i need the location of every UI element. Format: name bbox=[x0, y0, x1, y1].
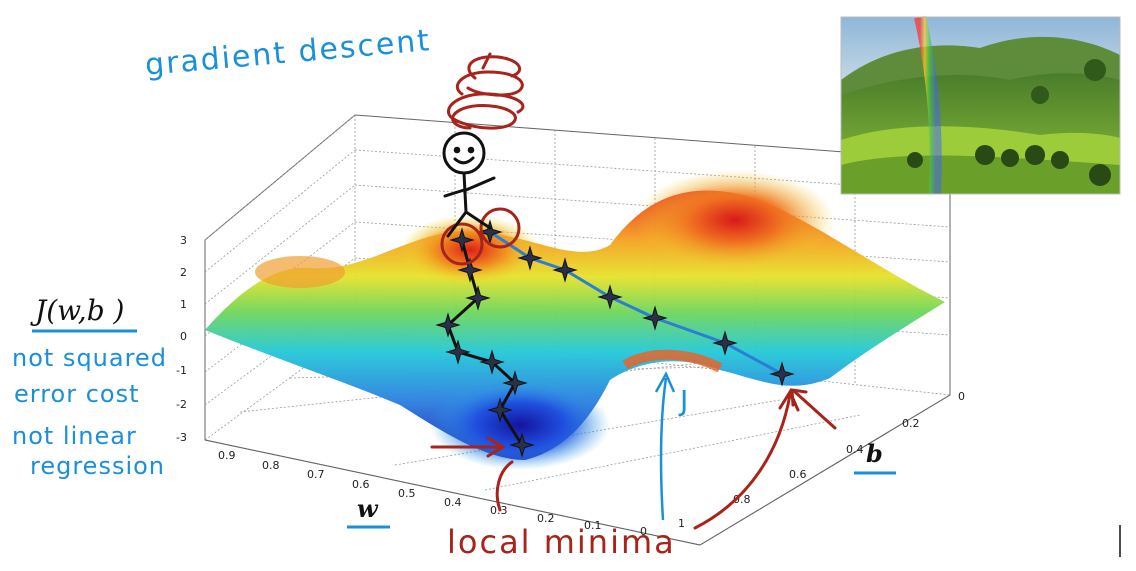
w-tick: 0.4 bbox=[444, 496, 462, 509]
w-tick: 0.6 bbox=[352, 478, 370, 491]
b-tick: 0.2 bbox=[902, 417, 920, 430]
w-tick: 0.7 bbox=[307, 468, 325, 481]
w-tick: 0.1 bbox=[584, 519, 602, 532]
b-tick: 0.4 bbox=[846, 443, 864, 456]
w-tick: 0.2 bbox=[537, 512, 555, 525]
b-axis-ticks: 0 0.2 0.4 0.6 0.8 1 bbox=[678, 390, 965, 530]
z-tick: -1 bbox=[176, 364, 187, 377]
step-star-marker bbox=[502, 370, 528, 396]
step-star-marker bbox=[597, 284, 623, 310]
b-axis-label: b bbox=[866, 439, 883, 468]
step-star-marker bbox=[465, 285, 491, 311]
note-not-squared: not squared bbox=[12, 344, 167, 372]
z-tick: -3 bbox=[176, 431, 187, 444]
b-tick: 1 bbox=[678, 517, 685, 530]
w-axis-label: w bbox=[357, 494, 379, 523]
step-star-marker bbox=[457, 257, 483, 283]
step-star-marker bbox=[712, 330, 738, 356]
j-label: J bbox=[678, 384, 688, 417]
step-star-marker bbox=[552, 257, 578, 283]
cost-function-label: J(w,b ) bbox=[30, 294, 124, 327]
w-axis-ticks: 0.9 0.8 0.7 0.6 0.5 0.4 0.3 0.2 0.1 0 bbox=[218, 449, 647, 538]
stick-figure-icon bbox=[442, 131, 496, 238]
w-tick: 0.8 bbox=[262, 459, 280, 472]
title-gradient-descent: gradient descent bbox=[144, 23, 433, 83]
cost-surface bbox=[205, 170, 945, 470]
b-tick: 0 bbox=[958, 390, 965, 403]
z-tick: -2 bbox=[176, 398, 187, 411]
step-star-marker bbox=[517, 245, 543, 271]
note-not-linear: not linear bbox=[12, 422, 137, 450]
step-star-marker bbox=[509, 432, 535, 458]
step-markers bbox=[435, 219, 795, 458]
step-star-marker bbox=[642, 305, 668, 331]
local-minima-arrows bbox=[430, 388, 837, 530]
z-tick: 1 bbox=[180, 298, 187, 311]
start-circle-left bbox=[440, 222, 484, 266]
step-star-marker bbox=[435, 312, 461, 338]
w-tick: 0 bbox=[640, 525, 647, 538]
z-axis-ticks: 3 2 1 0 -1 -2 -3 bbox=[176, 234, 187, 444]
step-star-marker bbox=[449, 227, 475, 253]
spiral-icon bbox=[447, 52, 525, 130]
j-arrow bbox=[654, 371, 676, 521]
z-tick: 2 bbox=[180, 266, 187, 279]
note-regression: regression bbox=[30, 452, 165, 480]
note-error-cost: error cost bbox=[14, 380, 140, 408]
local-minima-label: local minima bbox=[447, 523, 676, 561]
step-star-marker bbox=[479, 349, 505, 375]
step-star-marker bbox=[445, 339, 471, 365]
step-star-marker bbox=[769, 361, 795, 387]
step-star-marker bbox=[487, 397, 513, 423]
z-tick: 0 bbox=[180, 330, 187, 343]
w-tick: 0.9 bbox=[218, 449, 236, 462]
w-tick: 0.5 bbox=[398, 487, 416, 500]
start-circle-right bbox=[479, 207, 521, 249]
z-tick: 3 bbox=[180, 234, 187, 247]
b-tick: 0.6 bbox=[789, 468, 807, 481]
landscape-rainbow-photo bbox=[840, 15, 1121, 195]
